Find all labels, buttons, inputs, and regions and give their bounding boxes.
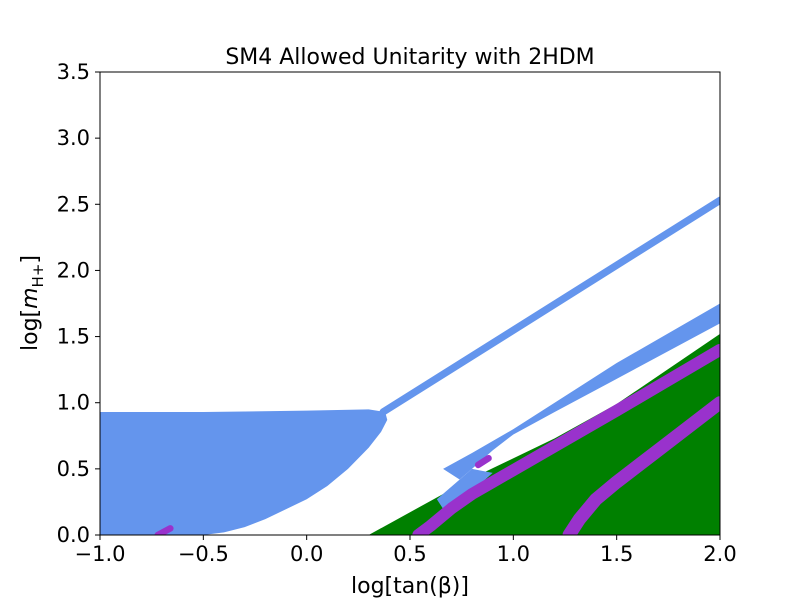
y-tick-label: 2.0 bbox=[57, 258, 90, 282]
purple-region-6 bbox=[412, 343, 720, 535]
green-region-3 bbox=[368, 333, 720, 535]
y-tick-label: 0.5 bbox=[57, 457, 90, 481]
x-tick-label: 1.5 bbox=[600, 542, 633, 566]
y-tick-label: 3.0 bbox=[57, 126, 90, 150]
x-tick-label: 2.0 bbox=[703, 542, 736, 566]
x-tick-label: −0.5 bbox=[178, 542, 229, 566]
y-tick-label: 3.5 bbox=[57, 60, 90, 84]
purple-region-9 bbox=[154, 525, 174, 535]
x-axis-ticks: −1.0 −0.5 0.0 0.5 1.0 1.5 2.0 bbox=[75, 535, 737, 566]
chart-title: SM4 Allowed Unitarity with 2HDM bbox=[225, 45, 594, 70]
y-tick-label: 0.0 bbox=[57, 523, 90, 547]
blue-region-2 bbox=[379, 196, 720, 416]
purple-region-8 bbox=[474, 454, 492, 469]
y-tick-label: 2.5 bbox=[57, 192, 90, 216]
y-tick-label: 1.5 bbox=[57, 325, 90, 349]
y-axis-label: log[mH+] bbox=[18, 255, 47, 351]
x-tick-label: −1.0 bbox=[75, 542, 126, 566]
y-axis-ticks: 0.0 0.5 1.0 1.5 2.0 2.5 3.0 3.5 bbox=[57, 60, 100, 547]
x-axis-label: log[tan(β)] bbox=[351, 574, 469, 599]
y-tick-label: 1.0 bbox=[57, 391, 90, 415]
x-tick-label: 0.0 bbox=[290, 542, 323, 566]
blue-region-4 bbox=[443, 303, 720, 480]
data-regions bbox=[100, 196, 720, 535]
x-tick-label: 1.0 bbox=[497, 542, 530, 566]
blue-region-1 bbox=[100, 409, 388, 535]
x-tick-label: 0.5 bbox=[393, 542, 426, 566]
purple-region-7 bbox=[562, 396, 720, 535]
